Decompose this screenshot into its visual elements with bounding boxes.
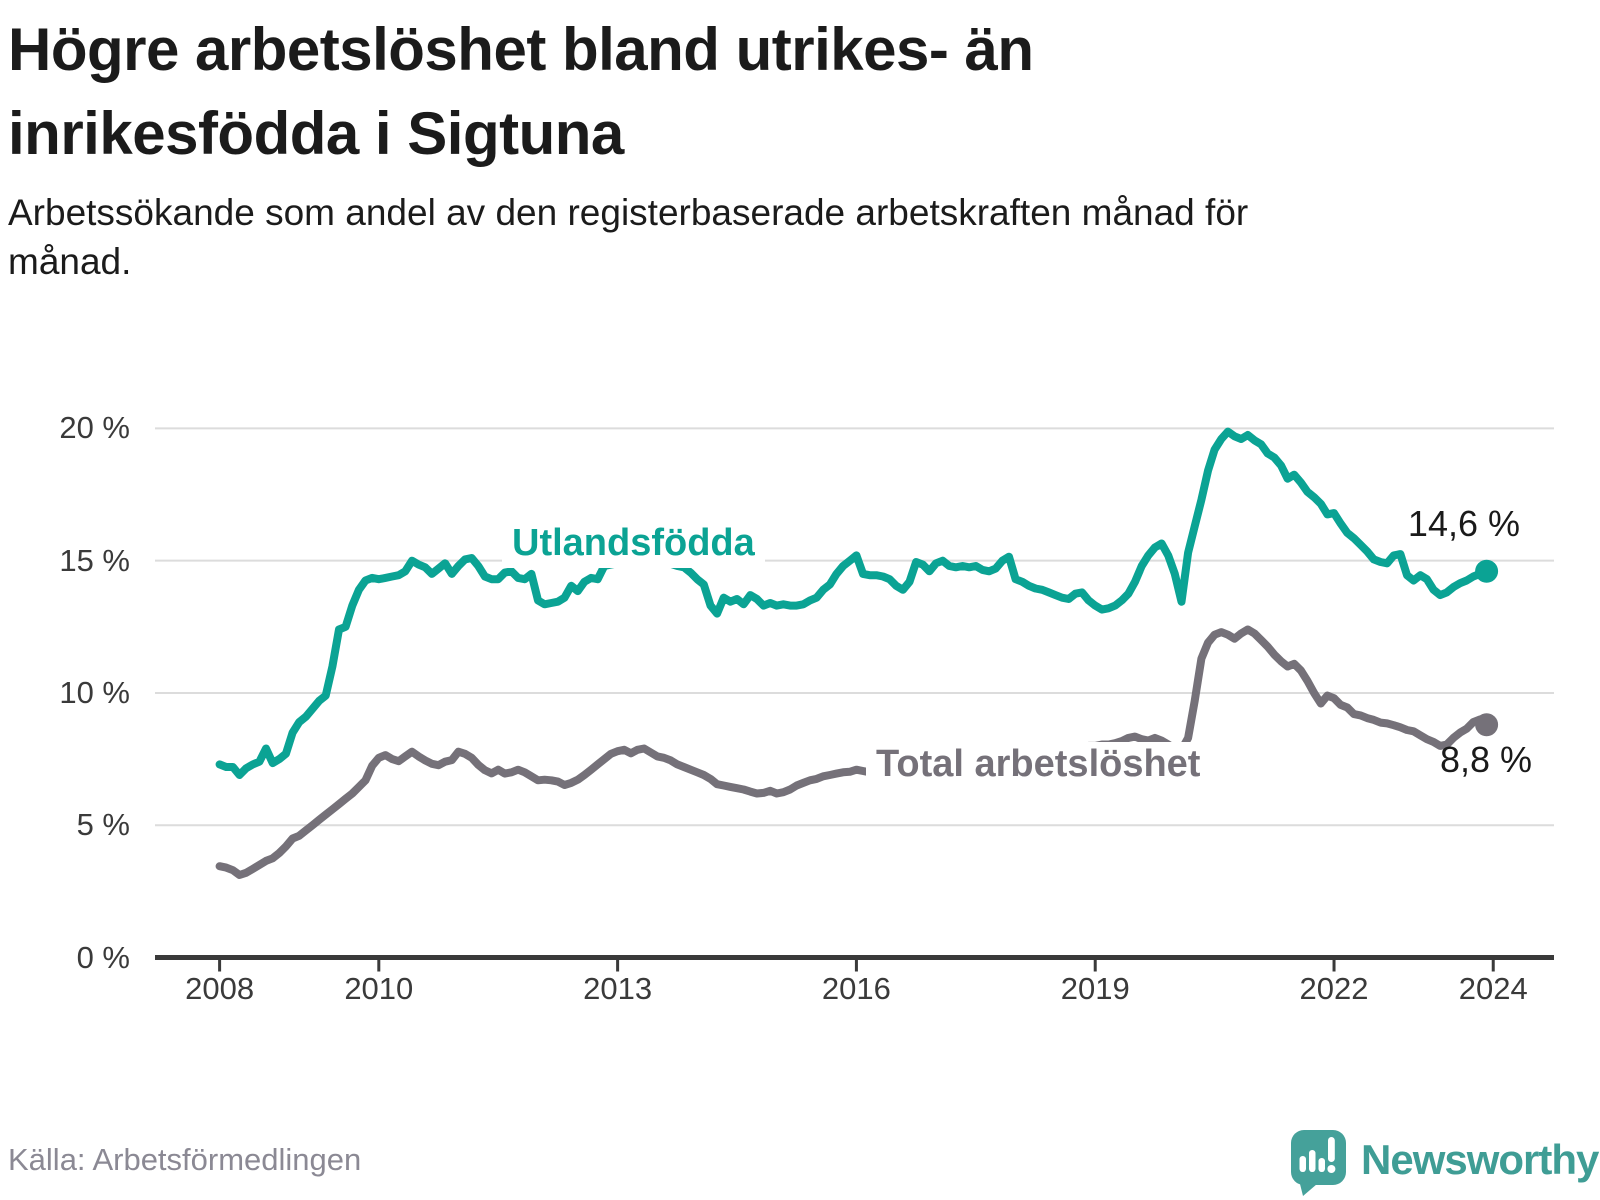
end-dot-total-arbetsl-shet bbox=[1475, 713, 1499, 737]
y-axis-label: 15 % bbox=[59, 542, 130, 578]
series-line-total-arbetsl-shet bbox=[215, 625, 1491, 879]
x-axis-label: 2010 bbox=[344, 971, 414, 1006]
x-axis-label: 2008 bbox=[185, 971, 255, 1006]
series-label-utlandsfodda: Utlandsfödda bbox=[502, 521, 765, 568]
end-value-label-utlandsfodda: 14,6 % bbox=[1407, 503, 1520, 544]
x-axis-label: 2013 bbox=[583, 971, 653, 1006]
source-note: Källa: Arbetsförmedlingen bbox=[8, 1142, 362, 1177]
end-value-label-total: 8,8 % bbox=[1440, 739, 1533, 780]
x-axis-label: 2016 bbox=[821, 971, 891, 1006]
x-axis-label: 2024 bbox=[1458, 971, 1528, 1006]
x-axis-label: 2019 bbox=[1060, 971, 1130, 1006]
series-line-utlandsf-dda bbox=[215, 427, 1491, 779]
newsworthy-logo-icon bbox=[1291, 1130, 1346, 1196]
x-axis-label: 2022 bbox=[1299, 971, 1369, 1006]
series-label-total: Total arbetslöshet bbox=[866, 742, 1211, 796]
y-axis-label: 10 % bbox=[59, 674, 130, 710]
page-title: Högre arbetslöshet bland utrikes- än inr… bbox=[8, 16, 1034, 167]
brand-name: Newsworthy bbox=[1361, 1136, 1599, 1183]
y-axis-label: 5 % bbox=[76, 807, 130, 843]
y-axis-label: 20 % bbox=[59, 410, 130, 446]
y-axis-label: 0 % bbox=[76, 939, 130, 975]
end-dot-utlandsf-dda bbox=[1475, 559, 1499, 583]
brand-logo: Newsworthy bbox=[1289, 1128, 1599, 1198]
page-subtitle: Arbetssökande som andel av den registerb… bbox=[8, 192, 1249, 282]
